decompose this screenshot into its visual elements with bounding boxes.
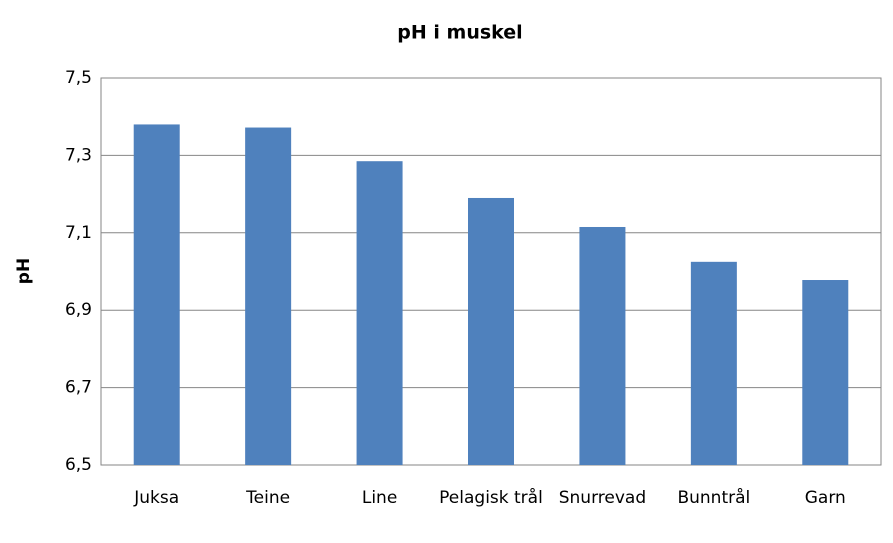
bar [579, 226, 626, 465]
y-tick-label: 6,7 [65, 378, 92, 398]
bar [245, 127, 292, 465]
y-tick-label: 6,5 [65, 455, 92, 475]
y-tick-label: 7,5 [65, 68, 92, 88]
x-tick-label: Bunntrål [677, 487, 750, 508]
y-tick-label: 7,1 [65, 223, 92, 243]
y-tick-label: 6,9 [65, 300, 92, 320]
bar [690, 261, 737, 465]
chart-title: pH i muskel [397, 22, 522, 44]
x-tick-label: Juksa [133, 488, 179, 508]
y-tick-label: 7,3 [65, 145, 92, 165]
x-tick-label: Teine [245, 488, 290, 508]
x-tick-label: Line [362, 488, 397, 508]
bar [802, 280, 849, 465]
bar [468, 197, 514, 465]
y-axis-label: pH [14, 258, 34, 284]
x-tick-label: Snurrevad [559, 488, 646, 508]
bar [356, 161, 403, 465]
x-tick-label: Pelagisk trål [439, 487, 543, 508]
x-tick-label: Garn [805, 488, 846, 508]
bar [133, 124, 180, 465]
